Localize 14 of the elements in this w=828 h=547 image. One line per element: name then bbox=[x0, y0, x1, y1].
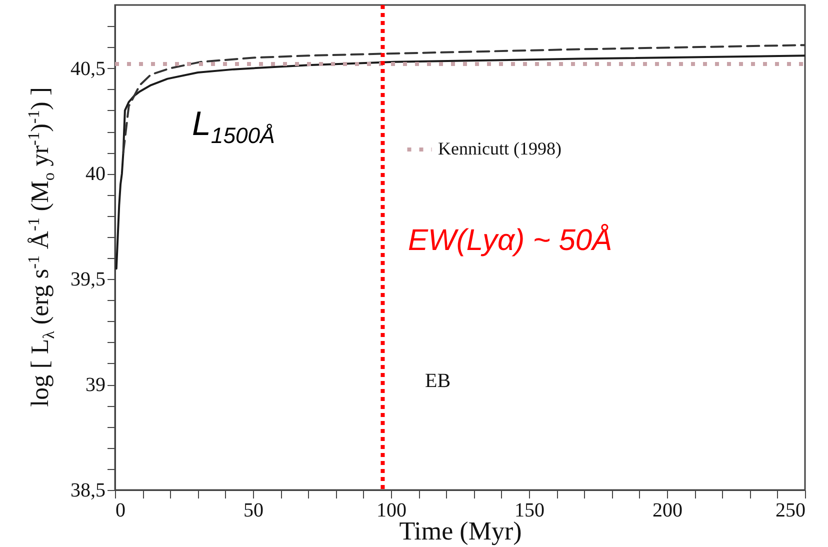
annotation: EW(Lyα) ~ 50Å bbox=[408, 224, 612, 258]
legend-label: Kennicutt (1998) bbox=[438, 138, 562, 158]
y-tick-label: 40,5 bbox=[70, 58, 106, 80]
x-tick-label: 200 bbox=[652, 500, 682, 522]
y-tick-label: 39,5 bbox=[70, 268, 106, 291]
y-tick-label: 38,5 bbox=[70, 480, 106, 502]
x-tick-label: 250 bbox=[776, 500, 806, 522]
annotation: L$_{1500Å}$ bbox=[192, 105, 275, 149]
line-series bbox=[115, 54, 805, 270]
y-tick-label: 39 bbox=[86, 374, 106, 396]
x-tick-label: 0 bbox=[116, 500, 126, 522]
x-tick-label: 50 bbox=[244, 500, 264, 522]
y-tick-label: 40 bbox=[86, 163, 106, 186]
annotation: EB bbox=[425, 370, 451, 393]
